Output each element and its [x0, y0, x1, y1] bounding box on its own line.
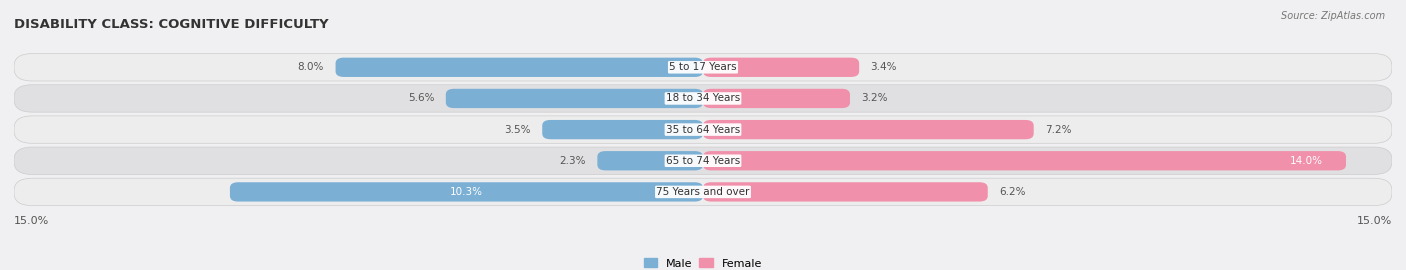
FancyBboxPatch shape	[14, 116, 1392, 143]
Text: 5 to 17 Years: 5 to 17 Years	[669, 62, 737, 72]
FancyBboxPatch shape	[703, 182, 988, 202]
Legend: Male, Female: Male, Female	[640, 254, 766, 270]
FancyBboxPatch shape	[14, 53, 1392, 81]
Text: Source: ZipAtlas.com: Source: ZipAtlas.com	[1281, 11, 1385, 21]
Text: 3.4%: 3.4%	[870, 62, 897, 72]
FancyBboxPatch shape	[543, 120, 703, 139]
Text: 65 to 74 Years: 65 to 74 Years	[666, 156, 740, 166]
Text: 3.5%: 3.5%	[505, 124, 531, 135]
FancyBboxPatch shape	[336, 58, 703, 77]
FancyBboxPatch shape	[14, 85, 1392, 112]
FancyBboxPatch shape	[446, 89, 703, 108]
Text: 18 to 34 Years: 18 to 34 Years	[666, 93, 740, 103]
Text: DISABILITY CLASS: COGNITIVE DIFFICULTY: DISABILITY CLASS: COGNITIVE DIFFICULTY	[14, 18, 329, 32]
Text: 7.2%: 7.2%	[1045, 124, 1071, 135]
Text: 6.2%: 6.2%	[1000, 187, 1026, 197]
Text: 14.0%: 14.0%	[1291, 156, 1323, 166]
Text: 8.0%: 8.0%	[298, 62, 323, 72]
Text: 5.6%: 5.6%	[408, 93, 434, 103]
Text: 15.0%: 15.0%	[14, 216, 49, 226]
FancyBboxPatch shape	[598, 151, 703, 170]
Text: 75 Years and over: 75 Years and over	[657, 187, 749, 197]
Text: 35 to 64 Years: 35 to 64 Years	[666, 124, 740, 135]
FancyBboxPatch shape	[703, 120, 1033, 139]
FancyBboxPatch shape	[14, 178, 1392, 206]
FancyBboxPatch shape	[703, 151, 1346, 170]
Text: 3.2%: 3.2%	[862, 93, 889, 103]
FancyBboxPatch shape	[703, 58, 859, 77]
FancyBboxPatch shape	[231, 182, 703, 202]
Text: 15.0%: 15.0%	[1357, 216, 1392, 226]
Text: 2.3%: 2.3%	[560, 156, 586, 166]
Text: 10.3%: 10.3%	[450, 187, 484, 197]
FancyBboxPatch shape	[14, 147, 1392, 174]
FancyBboxPatch shape	[703, 89, 851, 108]
